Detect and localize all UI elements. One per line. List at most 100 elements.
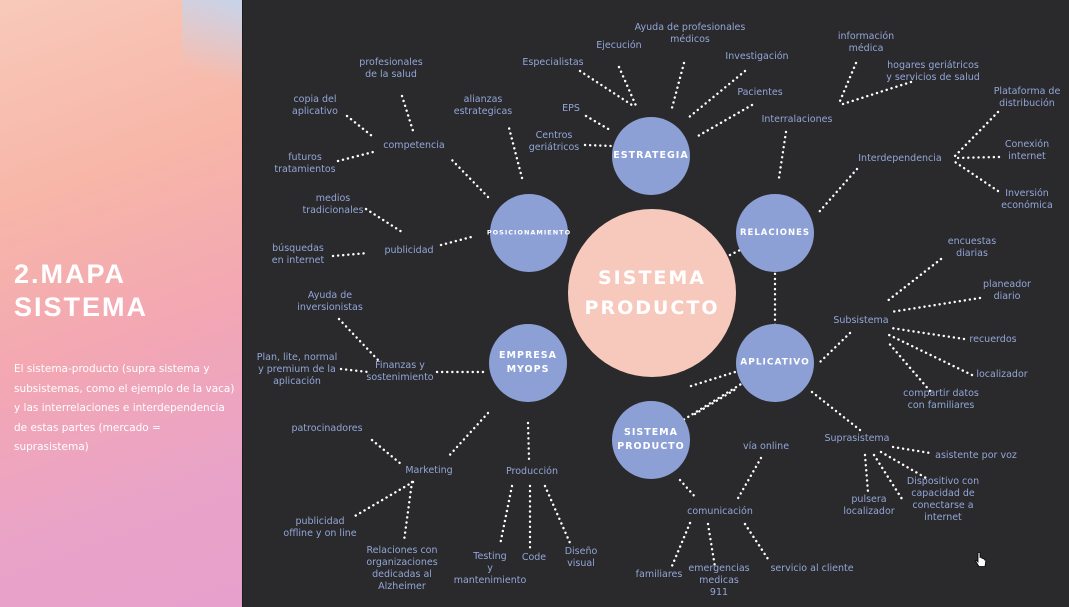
dotted-connector: [400, 94, 416, 136]
dotted-connector: [670, 521, 692, 568]
node-label-pulsera: pulsera localizador: [843, 494, 895, 517]
dotted-connector: [543, 484, 572, 545]
node-label-pacientes: Pacientes: [737, 87, 783, 98]
dotted-connector: [777, 130, 788, 180]
hub-label-relaciones: RELACIONES: [739, 227, 811, 238]
node-label-publicidad: publicidad: [384, 245, 434, 256]
dotted-connector: [584, 114, 612, 132]
node-label-via_online: vía online: [742, 441, 790, 452]
node-label-emergencias: emergencias medicas 911: [688, 563, 750, 598]
dotted-connector: [336, 149, 379, 163]
dotted-connector: [331, 251, 370, 258]
dotted-connector: [337, 317, 380, 362]
node-label-hogares: hogares geriátricos y servicios de salud: [886, 60, 980, 83]
dotted-connector: [445, 411, 490, 460]
node-label-medios: medios tradicionales: [302, 193, 364, 216]
node-label-code: Code: [521, 552, 547, 563]
hub-label-sistema: SISTEMA PRODUCTO: [617, 427, 685, 452]
node-label-interdependencia: Interdependencia: [858, 153, 942, 164]
dotted-connector: [506, 122, 524, 180]
node-label-ayuda_prof: Ayuda de profesionales médicos: [634, 22, 746, 45]
hub-circle-aplicativo: [736, 324, 814, 402]
dotted-connector: [885, 332, 974, 377]
dotted-connector: [364, 207, 404, 234]
hub-circle-empresa: [489, 324, 567, 402]
hub-circle-relaciones: [736, 194, 814, 272]
node-label-especialistas: Especialistas: [522, 57, 584, 68]
dotted-connector: [838, 61, 858, 103]
node-label-info_medica: información médica: [837, 31, 895, 54]
hub-circle-posicionamiento: [490, 194, 568, 272]
node-label-profesionales: profesionales de la salud: [359, 57, 423, 80]
node-label-centros: Centros geriátricos: [528, 130, 580, 153]
slide-description: El sistema-producto (supra sistema y sub…: [14, 363, 235, 453]
hub-label-aplicativo: APLICATIVO: [740, 357, 810, 368]
node-label-conexion: Conexión internet: [1004, 139, 1050, 162]
dotted-connector: [889, 326, 966, 341]
node-label-relaciones_org: Relaciones con organizaciones dedicadas …: [366, 545, 438, 592]
dotted-connector: [689, 370, 737, 388]
dotted-connector: [339, 367, 370, 374]
node-label-marketing: Marketing: [405, 465, 453, 476]
dotted-connector: [578, 69, 637, 109]
node-label-alianzas: alianzas estrategicas: [453, 94, 513, 117]
node-label-interralaciones: Interralaciones: [761, 114, 833, 125]
node-label-familiares: familiares: [635, 569, 683, 580]
node-label-recuerdos: recuerdos: [969, 334, 1017, 345]
node-label-diseno: Diseño visual: [564, 546, 598, 569]
dotted-connector: [884, 257, 943, 304]
center-label: SISTEMA PRODUCTO: [584, 267, 720, 319]
dotted-connector: [735, 456, 763, 502]
dotted-connector: [891, 445, 932, 455]
hub-label-posicionamiento: POSICIONAMIENTO: [486, 228, 572, 237]
node-label-copia: copia del aplicativo: [292, 94, 338, 117]
node-label-comunicacion: comunicación: [687, 506, 753, 517]
dotted-connector: [498, 484, 514, 547]
dotted-connector: [526, 421, 531, 461]
dotted-connector: [872, 453, 904, 501]
dotted-connector: [885, 339, 932, 393]
hub-label-estrategia: ESTRATEGIA: [613, 150, 689, 162]
node-label-dispositivo: Dispositivo con capacidad de conectarse …: [906, 476, 980, 523]
panel-divider: [242, 0, 243, 607]
dotted-connector: [686, 69, 747, 120]
node-label-subsistema: Subsistema: [833, 315, 889, 326]
dotted-connector: [818, 331, 852, 364]
dotted-connector: [953, 110, 1000, 158]
dotted-connector: [345, 114, 374, 138]
node-label-suprasistema: Suprasistema: [824, 433, 890, 444]
node-label-servicio: servicio al cliente: [770, 563, 854, 574]
node-label-localizador: localizador: [976, 369, 1028, 380]
dotted-connector: [678, 478, 699, 501]
dotted-connector: [353, 480, 415, 518]
node-label-publicidad_off: publicidad offline y on line: [283, 516, 357, 539]
dotted-connector: [841, 80, 913, 106]
center-circle: [568, 209, 736, 377]
dotted-connector: [439, 234, 477, 247]
hub-circle-estrategia: [612, 117, 690, 195]
system-map-diagram: [331, 61, 1001, 569]
node-label-compartir: compartir datos con familiares: [903, 388, 979, 411]
node-label-testing: Testing y mantenimiento: [453, 551, 527, 586]
node-label-inversion: Inversión económica: [1001, 188, 1053, 211]
dotted-connector: [370, 438, 403, 466]
dotted-connector: [670, 61, 686, 110]
node-label-ejecucion: Ejecución: [596, 40, 642, 51]
node-label-encuestas: encuestas diarias: [947, 236, 997, 259]
dotted-connector: [817, 167, 859, 214]
gradient-glow: [182, 0, 242, 90]
node-label-investigacion: Investigación: [725, 51, 789, 62]
dotted-connector: [953, 155, 1001, 160]
node-label-ayuda_inv: Ayuda de inversionistas: [297, 290, 363, 313]
dotted-connector: [449, 157, 490, 199]
dotted-connector: [696, 103, 754, 138]
system-map-canvas: SISTEMA PRODUCTO ESTRATEGIA RELACIONES APLI…: [243, 0, 1069, 607]
node-label-asistente: asistente por voz: [935, 450, 1017, 461]
node-label-patrocinadores: patrocinadores: [291, 423, 363, 434]
dotted-connector: [743, 522, 770, 561]
dotted-connector: [953, 160, 1000, 193]
dotted-connector: [402, 480, 414, 543]
dotted-connector: [863, 453, 870, 494]
node-label-plan_lite: Plan, lite, normal y premium de la aplic…: [256, 352, 338, 387]
dotted-connector: [879, 450, 928, 480]
